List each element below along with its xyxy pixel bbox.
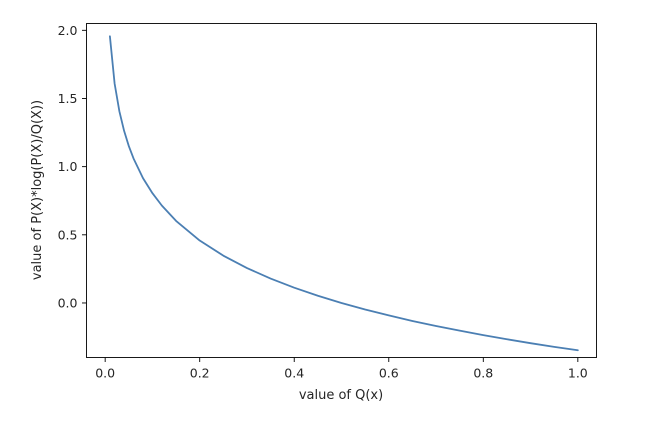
x-tick-label: 0.8 [473,366,493,381]
y-tick-label: 2.0 [58,23,78,38]
x-tick-label: 0.2 [190,366,210,381]
y-tick-label: 0.0 [58,295,78,310]
y-axis: 0.0 0.5 1.0 1.5 2.0 [58,23,87,310]
x-tick-label: 1.0 [568,366,588,381]
series-line-0 [109,35,579,352]
y-tick-label: 1.0 [58,159,78,174]
plot-layer [109,35,579,352]
x-tick-label: 0.0 [95,366,115,381]
x-tick-label: 0.4 [284,366,304,381]
y-axis-label: value of P(X)*log(P(X)/Q(X)) [30,100,45,280]
x-tick-label: 0.6 [379,366,399,381]
x-axis-label: value of Q(x) [299,388,383,403]
y-tick-label: 0.5 [58,227,78,242]
y-tick-label: 1.5 [58,91,78,106]
x-axis: 0.0 0.2 0.4 0.6 0.8 1.0 [95,357,588,381]
plot-frame [86,23,597,358]
